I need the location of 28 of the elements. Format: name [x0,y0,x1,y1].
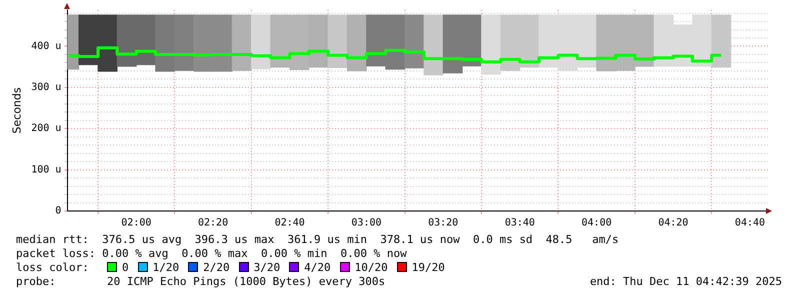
text: end: Thu Dec 11 04:42:39 2025 [590,275,782,289]
text: packet loss: 0.00 % avg 0.00 % max 0.00 % min 0.00 % now [16,247,407,260]
text: 0 [122,261,129,274]
text: median rtt: 376.5 us avg 396.3 us max 361.9 us min 378.1 us now 0.0 ms sd 48.5 am/s [16,233,619,246]
text: 19/20 [412,261,445,274]
x-tick-label: 04:40 [734,218,766,229]
x-tick-label: 03:40 [504,218,535,229]
text: 3/20 [254,261,280,274]
text: 20 ICMP Echo Pings (1000 Bytes) every 300s [107,275,386,288]
x-tick-label: 03:20 [428,218,458,229]
y-tick-label: 400 u [31,40,62,52]
y-tick-label: 100 u [31,164,62,176]
x-tick-label: 02:40 [274,218,305,229]
text: loss color: [16,261,90,275]
y-tick-label: 300 u [31,82,62,94]
x-tick-label: 03:00 [351,218,382,229]
y-axis-title: Seconds [10,87,24,134]
x-tick-label: 04:20 [658,218,688,229]
x-tick-label: 02:20 [198,218,228,229]
x-tick-label: 02:00 [121,218,152,229]
text: 10/20 [354,261,388,274]
text: 4/20 [304,261,331,274]
x-tick-label: 04:00 [582,218,612,229]
y-tick-label: 0 [55,206,62,217]
text: 2/20 [203,261,230,274]
text: probe: [16,275,57,289]
text: 1/20 [152,261,180,274]
y-tick-label: 200 u [31,123,62,134]
